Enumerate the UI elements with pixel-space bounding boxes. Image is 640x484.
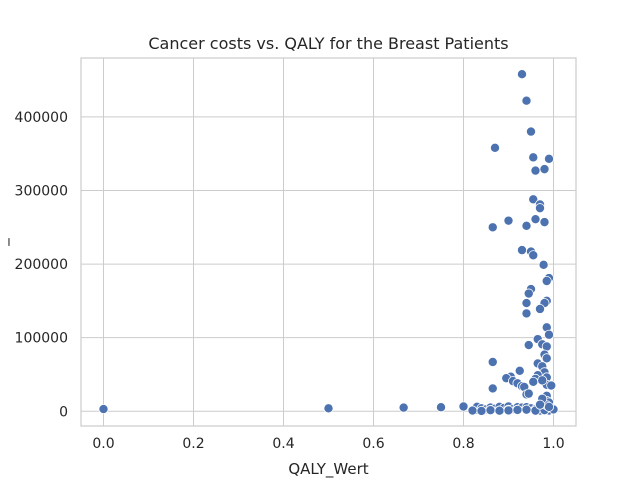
scatter-point [544,153,555,164]
scatter-point [523,340,534,351]
scatter-point [398,402,409,413]
scatter-point [98,404,109,415]
scatter-point [535,303,546,314]
scatter-point [476,405,487,416]
scatter-point [489,142,500,153]
scatter-point [528,376,539,387]
x-tick-label: 1.0 [542,436,564,452]
scatter-point [485,405,496,416]
chart-title: Cancer costs vs. QALY for the Breast Pat… [148,34,508,53]
scatter-point [487,383,498,394]
grid-lines [81,58,576,426]
scatter-point [541,353,552,364]
scatter-point [467,405,478,416]
scatter-point [521,220,532,231]
scatter-point [544,329,555,340]
scatter-point [528,194,539,205]
scatter-point [544,401,555,412]
scatter-point [523,388,534,399]
y-tick-label: 300000 [15,183,68,199]
scatter-point [537,375,548,386]
scatter-point [535,399,546,410]
scatter-point [503,405,514,416]
y-tick-labels: 0 100000 200000 300000 400000 [15,110,68,420]
scatter-point [528,152,539,163]
y-axis-label: _ [0,238,11,247]
scatter-point [514,365,525,376]
y-tick-label: 100000 [15,331,68,347]
scatter-point [535,203,546,214]
scatter-point [539,164,550,175]
scatter-point [539,217,550,228]
y-tick-label: 0 [59,404,68,420]
scatter-point [503,215,514,226]
scatter-point [526,126,537,137]
scatter-point [517,245,528,256]
y-tick-label: 200000 [15,257,68,273]
scatter-point [530,165,541,176]
scatter-point [487,222,498,233]
x-tick-label: 0.4 [272,436,294,452]
scatter-point [494,405,505,416]
scatter-point [458,401,469,412]
scatter-point [521,95,532,106]
x-axis-label: QALY_Wert [288,460,368,479]
scatter-point [546,380,557,391]
scatter-point [530,214,541,225]
scatter-point [517,69,528,80]
x-tick-labels: 0.0 0.2 0.4 0.6 0.8 1.0 [92,436,564,452]
scatter-point [521,298,532,309]
scatter-point [528,250,539,261]
x-tick-label: 0.2 [182,436,204,452]
scatter-point [435,402,446,413]
x-tick-label: 0.6 [362,436,384,452]
scatter-point [541,276,552,287]
scatter-point [487,356,498,367]
y-tick-label: 400000 [15,110,68,126]
scatter-point [521,404,532,415]
scatter-point [538,259,549,270]
x-tick-label: 0.8 [452,436,474,452]
scatter-point [523,288,534,299]
scatter-point [512,404,523,415]
data-points [98,69,559,416]
x-tick-label: 0.0 [92,436,114,452]
scatter-point [521,308,532,319]
scatter-point [323,403,334,414]
plot-area [80,57,577,427]
